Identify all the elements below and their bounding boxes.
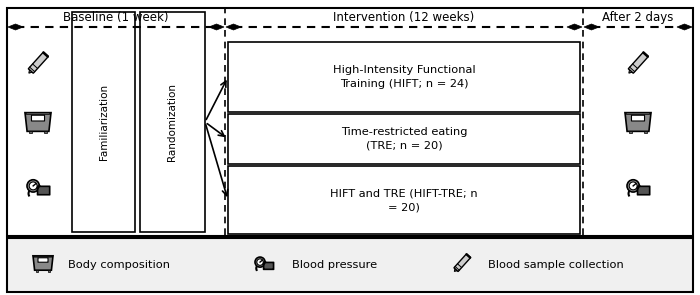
Text: After 2 days: After 2 days	[602, 11, 673, 24]
FancyBboxPatch shape	[631, 115, 645, 121]
Text: Intervention (12 weeks): Intervention (12 weeks)	[333, 11, 475, 24]
Circle shape	[629, 182, 637, 190]
Text: Blood pressure: Blood pressure	[292, 260, 377, 270]
Text: HIFT and TRE (HIFT-TRE; n
= 20): HIFT and TRE (HIFT-TRE; n = 20)	[330, 188, 478, 212]
Polygon shape	[25, 113, 51, 114]
Polygon shape	[629, 52, 648, 73]
Text: High-Intensity Functional
Training (HIFT; n = 24): High-Intensity Functional Training (HIFT…	[332, 65, 475, 89]
FancyBboxPatch shape	[638, 186, 650, 195]
Bar	[36, 270, 38, 272]
FancyBboxPatch shape	[264, 263, 274, 269]
Polygon shape	[454, 269, 457, 271]
Polygon shape	[454, 254, 470, 272]
Polygon shape	[677, 24, 692, 30]
Polygon shape	[33, 256, 53, 270]
Polygon shape	[584, 24, 599, 30]
Polygon shape	[625, 113, 651, 131]
Polygon shape	[629, 70, 632, 73]
Text: Time-restricted eating
(TRE; n = 20): Time-restricted eating (TRE; n = 20)	[341, 127, 468, 151]
Bar	[44, 131, 48, 133]
Bar	[140, 12, 205, 232]
Polygon shape	[33, 256, 53, 257]
Text: Familiarization: Familiarization	[99, 84, 108, 160]
Polygon shape	[28, 52, 48, 73]
Circle shape	[257, 259, 263, 265]
Bar	[48, 270, 50, 272]
Text: Blood sample collection: Blood sample collection	[488, 260, 624, 270]
Polygon shape	[226, 24, 241, 30]
Polygon shape	[567, 24, 582, 30]
FancyBboxPatch shape	[32, 115, 45, 121]
FancyBboxPatch shape	[38, 186, 50, 195]
Polygon shape	[25, 113, 51, 131]
Bar	[29, 131, 32, 133]
Text: Body composition: Body composition	[68, 260, 170, 270]
Circle shape	[627, 180, 639, 192]
Bar	[228, 42, 580, 112]
Text: Baseline (1 week): Baseline (1 week)	[63, 11, 169, 24]
Bar	[72, 12, 135, 232]
Polygon shape	[8, 24, 23, 30]
Bar	[7, 8, 693, 236]
Polygon shape	[43, 52, 48, 57]
Polygon shape	[466, 254, 470, 258]
Bar	[644, 131, 648, 133]
Polygon shape	[209, 24, 224, 30]
Bar	[228, 114, 580, 164]
FancyBboxPatch shape	[38, 258, 48, 262]
Circle shape	[27, 180, 39, 192]
Polygon shape	[643, 52, 648, 57]
Polygon shape	[625, 113, 651, 114]
Bar	[7, 238, 693, 292]
Bar	[629, 131, 632, 133]
Circle shape	[29, 182, 37, 190]
Polygon shape	[29, 70, 32, 73]
Bar	[228, 166, 580, 234]
Text: Randomization: Randomization	[167, 83, 178, 161]
Circle shape	[255, 257, 265, 267]
